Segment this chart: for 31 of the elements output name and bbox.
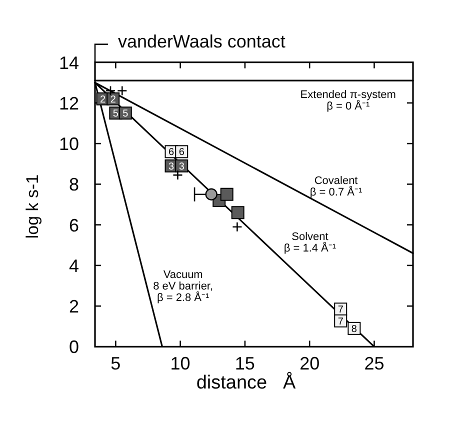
annotation: 3 (178, 161, 185, 172)
annotation: 8 (351, 324, 358, 335)
y-tick-label: 4 (68, 256, 79, 276)
annotation: 5 (122, 108, 129, 120)
annotation: 7 (338, 304, 344, 316)
y-tick-label: 0 (68, 337, 79, 358)
x-tick-label: 15 (234, 354, 255, 374)
series-label: Vacuum 8 eV barrier, β = 2.8 Å⁻¹ (153, 268, 214, 304)
x-axis-title: distance Å (196, 372, 296, 394)
y-tick-label: 2 (68, 296, 79, 317)
y-tick-label: 14 (58, 52, 79, 73)
y-axis-title: log k s-1 (23, 174, 42, 239)
y-tick-label: 6 (68, 215, 79, 236)
annotation: 5 (112, 108, 119, 120)
x-tick-label: 20 (300, 354, 320, 374)
series-label: Solvent β = 1.4 Å⁻¹ (284, 231, 336, 255)
y-tick-label: 8 (68, 174, 79, 195)
text: vanderWaals contact (118, 31, 286, 52)
annotation: 7 (338, 316, 344, 328)
x-tick-label: 25 (364, 354, 384, 374)
annotation: 6 (168, 147, 174, 158)
x-tick-label: 5 (110, 354, 121, 374)
annotation: 2 (100, 94, 106, 106)
annotation: 6 (178, 147, 185, 158)
y-tick-label: 10 (58, 134, 79, 154)
y-tick-label: 12 (58, 93, 79, 114)
x-tick-label: 10 (170, 354, 190, 374)
legend-label: Extended π-system β = 0 Å⁻¹ (300, 89, 396, 113)
annotation: 2 (110, 94, 116, 106)
annotation: 3 (168, 161, 174, 172)
series-label: Covalent β = 0.7 Å⁻¹ (310, 175, 362, 199)
